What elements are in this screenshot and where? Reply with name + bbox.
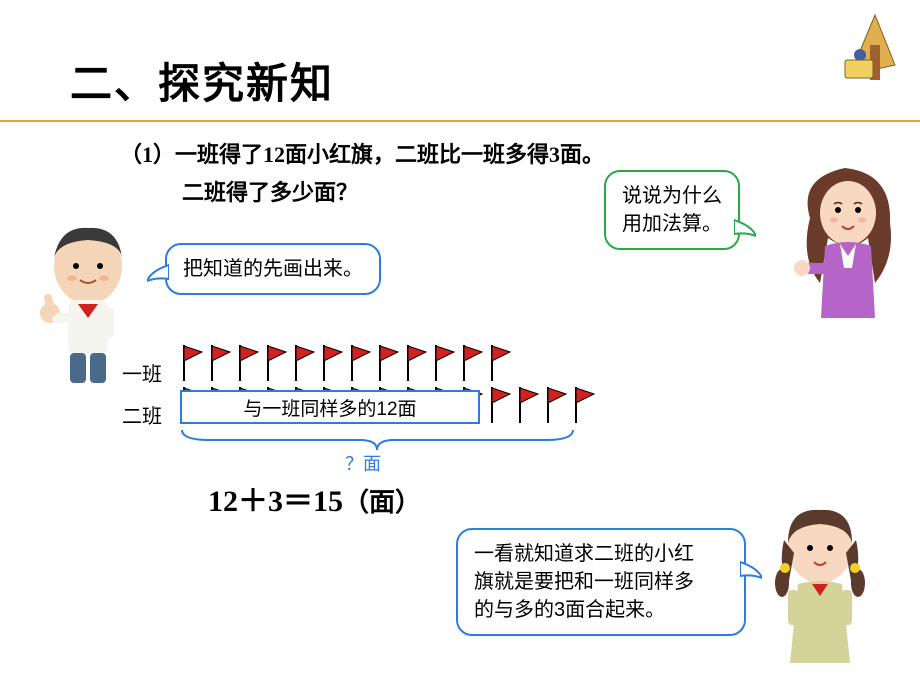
bubble1-text: 把知道的先画出来。 [183, 258, 363, 280]
flag-icon [348, 343, 372, 383]
equation: 12＋3＝15（面） [208, 476, 421, 520]
flag-icon [516, 385, 540, 425]
speech-bubble-3: 一看就知道求二班的小红 旗就是要把和一班同样多 的与多的3面合起来。 [456, 528, 746, 636]
bubble3-line2: 旗就是要把和一班同样多 [474, 571, 694, 593]
speech-bubble-1: 把知道的先画出来。 [165, 243, 381, 295]
flag-icon [544, 385, 568, 425]
flag-row-1 [180, 343, 512, 383]
equation-rhs: 15 [313, 485, 343, 518]
brace-icon [180, 428, 575, 452]
girl-character-icon [760, 498, 880, 668]
flag-icon [292, 343, 316, 383]
content-region: （1）一班得了12面小红旗，二班比一班多得3面。 二班得了多少面？ [0, 128, 920, 158]
same-count-box: 与一班同样多的12面 [180, 390, 480, 424]
question-label: ？面 [345, 450, 381, 476]
header-region: 二、探究新知 [0, 0, 920, 128]
teacher-character-icon [790, 158, 910, 323]
flag-icon [208, 343, 232, 383]
bubble-tail-icon [147, 263, 169, 283]
row2-label: 二班 [122, 400, 162, 429]
bubble3-line1: 一看就知道求二班的小红 [474, 543, 694, 565]
flag-icon [432, 343, 456, 383]
flag-icon [180, 343, 204, 383]
bubble2-line2: 用加法算。 [622, 213, 722, 235]
corner-decoration-icon [840, 5, 910, 85]
page-title: 二、探究新知 [70, 50, 334, 111]
flag-icon [376, 343, 400, 383]
flag-icon [236, 343, 260, 383]
problem-prefix: （1） [120, 142, 175, 167]
equation-unit: （面） [343, 488, 421, 517]
problem-line1: 一班得了12面小红旗，二班比一班多得3面。 [175, 142, 604, 167]
same-count-text: 与一班同样多的12面 [243, 394, 416, 421]
flag-icon [404, 343, 428, 383]
equation-eq: ＝ [283, 485, 313, 518]
bubble3-line3: 的与多的3面合起来。 [474, 599, 665, 621]
bubble-tail-icon [734, 218, 756, 238]
bubble2-line1: 说说为什么 [622, 185, 722, 207]
row1-label: 一班 [122, 358, 162, 387]
divider-line [0, 120, 920, 122]
flag-icon [460, 343, 484, 383]
equation-lhs: 12＋3 [208, 485, 283, 518]
bubble-tail-icon [740, 560, 762, 580]
flag-icon [572, 385, 596, 425]
problem-text: （1）一班得了12面小红旗，二班比一班多得3面。 二班得了多少面？ [120, 136, 604, 212]
flag-icon [264, 343, 288, 383]
problem-line2: 二班得了多少面？ [182, 180, 358, 205]
flag-icon [488, 343, 512, 383]
flag-icon [488, 385, 512, 425]
speech-bubble-2: 说说为什么 用加法算。 [604, 170, 740, 250]
flag-icon [320, 343, 344, 383]
